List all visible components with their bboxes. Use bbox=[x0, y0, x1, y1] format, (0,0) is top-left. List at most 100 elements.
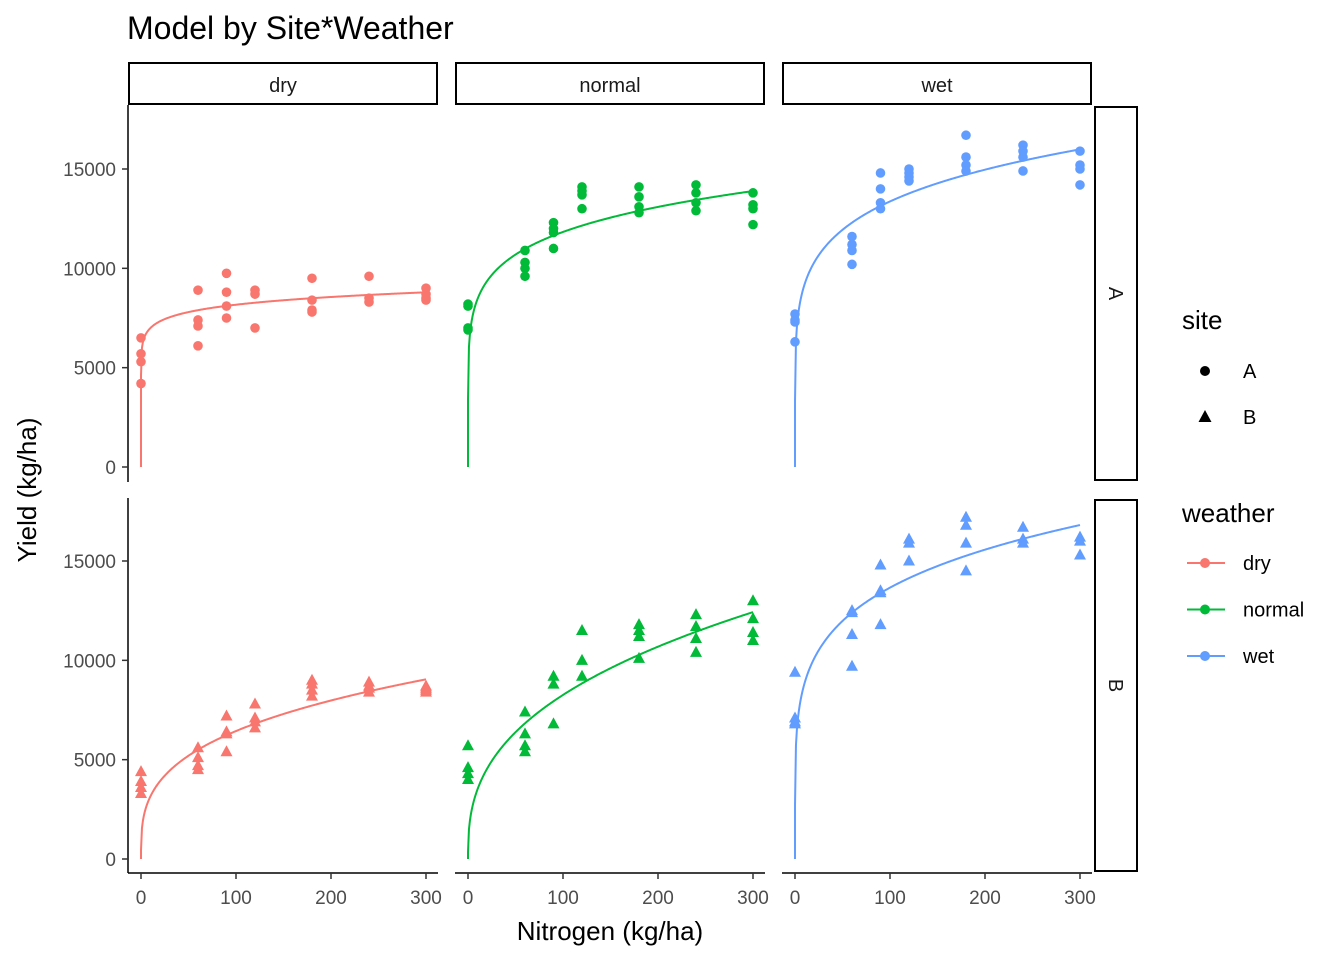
strip-label-site-A: A bbox=[1104, 287, 1126, 301]
data-point bbox=[249, 721, 261, 733]
y-tick-label: 15000 bbox=[63, 160, 116, 181]
data-point bbox=[790, 317, 800, 327]
data-point bbox=[576, 624, 588, 636]
data-point bbox=[135, 780, 147, 792]
strip-normal bbox=[455, 62, 765, 105]
legend-triangle-icon bbox=[1198, 410, 1212, 422]
data-point bbox=[135, 765, 147, 777]
y-tick-label: 5000 bbox=[74, 751, 116, 772]
data-point bbox=[519, 705, 531, 717]
y-tick-label: 15000 bbox=[63, 552, 116, 573]
data-point bbox=[874, 586, 887, 598]
strip-label-wet: wet bbox=[920, 75, 953, 97]
data-point bbox=[960, 564, 972, 576]
x-tick-label: 200 bbox=[315, 888, 347, 909]
data-point bbox=[548, 227, 559, 238]
data-point bbox=[520, 245, 530, 256]
data-point bbox=[747, 612, 759, 624]
data-point bbox=[462, 739, 474, 751]
data-point bbox=[577, 203, 587, 214]
x-tick-label: 200 bbox=[969, 888, 1001, 909]
strip-label-normal: normal bbox=[579, 75, 640, 97]
legend-weather-title: weather bbox=[1181, 498, 1275, 528]
x-tick-label: 100 bbox=[547, 888, 579, 909]
x-tick-label: 200 bbox=[642, 888, 674, 909]
data-point bbox=[220, 727, 233, 739]
data-point bbox=[847, 259, 857, 270]
data-point bbox=[519, 745, 531, 757]
legend-site-b: B bbox=[1243, 407, 1256, 429]
legend-site-title: site bbox=[1182, 305, 1222, 335]
data-point bbox=[874, 618, 887, 630]
data-point bbox=[193, 285, 203, 295]
data-point bbox=[960, 536, 972, 548]
data-point bbox=[250, 289, 260, 299]
fit-line-normal-B bbox=[467, 611, 754, 860]
data-point bbox=[1018, 166, 1028, 176]
data-point bbox=[220, 745, 233, 757]
data-point bbox=[307, 295, 317, 305]
data-point bbox=[193, 341, 203, 351]
data-point bbox=[634, 192, 644, 202]
data-point bbox=[691, 197, 701, 208]
legend: site A B weather dry normal wet bbox=[1181, 305, 1304, 668]
facet-panels: dry normal wetAB05000100001500005000100001… bbox=[63, 62, 1138, 909]
data-point bbox=[747, 626, 759, 638]
data-point bbox=[903, 536, 915, 548]
data-point bbox=[307, 273, 317, 284]
data-point bbox=[690, 608, 702, 620]
data-point bbox=[547, 677, 560, 689]
data-point bbox=[364, 297, 374, 307]
y-tick-label: 10000 bbox=[63, 259, 116, 280]
data-point bbox=[462, 761, 474, 773]
data-point bbox=[691, 205, 701, 216]
data-point bbox=[748, 188, 758, 198]
data-point bbox=[576, 669, 588, 681]
strip-site-B bbox=[1094, 499, 1138, 872]
data-point bbox=[874, 558, 887, 570]
data-point bbox=[1018, 152, 1028, 162]
data-point bbox=[306, 683, 318, 695]
data-point bbox=[634, 207, 644, 218]
data-point bbox=[364, 271, 374, 282]
data-point bbox=[519, 739, 531, 751]
data-point bbox=[220, 709, 233, 721]
data-point bbox=[463, 325, 473, 335]
data-point bbox=[136, 356, 146, 367]
data-point bbox=[633, 618, 645, 630]
data-point bbox=[846, 606, 858, 618]
data-point bbox=[747, 594, 759, 606]
data-point bbox=[847, 245, 857, 256]
data-point bbox=[192, 751, 204, 763]
data-point bbox=[249, 715, 261, 727]
data-point bbox=[547, 717, 560, 729]
data-point bbox=[462, 767, 474, 779]
data-point bbox=[961, 130, 971, 141]
y-tick-label: 10000 bbox=[63, 651, 116, 672]
legend-weather-normal: normal bbox=[1243, 600, 1304, 622]
data-point bbox=[135, 775, 147, 787]
data-point bbox=[249, 697, 261, 709]
data-point bbox=[462, 773, 474, 785]
data-point bbox=[136, 378, 146, 389]
data-point bbox=[135, 786, 147, 798]
data-point bbox=[576, 653, 588, 665]
x-tick-label: 0 bbox=[463, 888, 474, 909]
x-tick-label: 100 bbox=[220, 888, 252, 909]
x-tick-label: 300 bbox=[410, 888, 442, 909]
data-point bbox=[363, 685, 375, 697]
data-point bbox=[904, 176, 914, 186]
data-point bbox=[634, 182, 644, 192]
y-tick-label: 5000 bbox=[74, 359, 116, 380]
x-tick-label: 300 bbox=[1064, 888, 1096, 909]
data-point bbox=[748, 219, 758, 230]
fit-line-wet-B bbox=[794, 524, 1081, 860]
data-point bbox=[306, 689, 318, 701]
legend-site-a: A bbox=[1243, 361, 1257, 383]
data-point bbox=[193, 321, 203, 331]
strip-dry bbox=[128, 62, 438, 105]
legend-weather-wet: wet bbox=[1242, 646, 1275, 668]
data-point bbox=[690, 645, 702, 657]
data-point bbox=[250, 323, 260, 333]
strip-label-site-B: B bbox=[1104, 679, 1126, 692]
